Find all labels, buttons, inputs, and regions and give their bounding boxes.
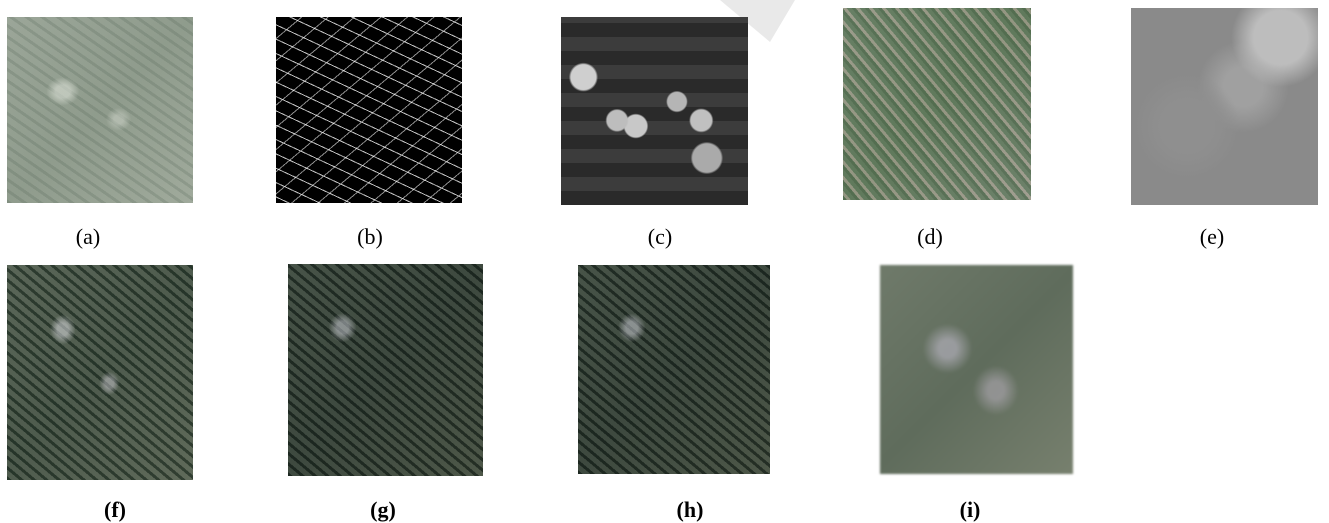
panel-label: (e) xyxy=(1200,224,1224,250)
panel-image xyxy=(288,264,483,476)
figure: {"panels": [{"label": "(a)"}, {"label": … xyxy=(0,0,1329,523)
panel-image xyxy=(1131,8,1318,205)
panel-image xyxy=(7,17,193,203)
panel-image xyxy=(880,265,1073,474)
panel-image xyxy=(843,8,1031,200)
panel-label: (g) xyxy=(370,497,396,523)
panel-image xyxy=(7,265,193,480)
panel-image xyxy=(276,17,462,203)
panel-image xyxy=(561,17,748,205)
panel-label: (d) xyxy=(917,224,943,250)
panel-label: (f) xyxy=(104,497,126,523)
panel-label: (i) xyxy=(960,497,981,523)
panel-label: (h) xyxy=(677,497,704,523)
panel-label: (a) xyxy=(76,224,100,250)
panel-label: (b) xyxy=(357,224,383,250)
panel-label: (c) xyxy=(648,224,672,250)
panel-image xyxy=(578,265,770,474)
